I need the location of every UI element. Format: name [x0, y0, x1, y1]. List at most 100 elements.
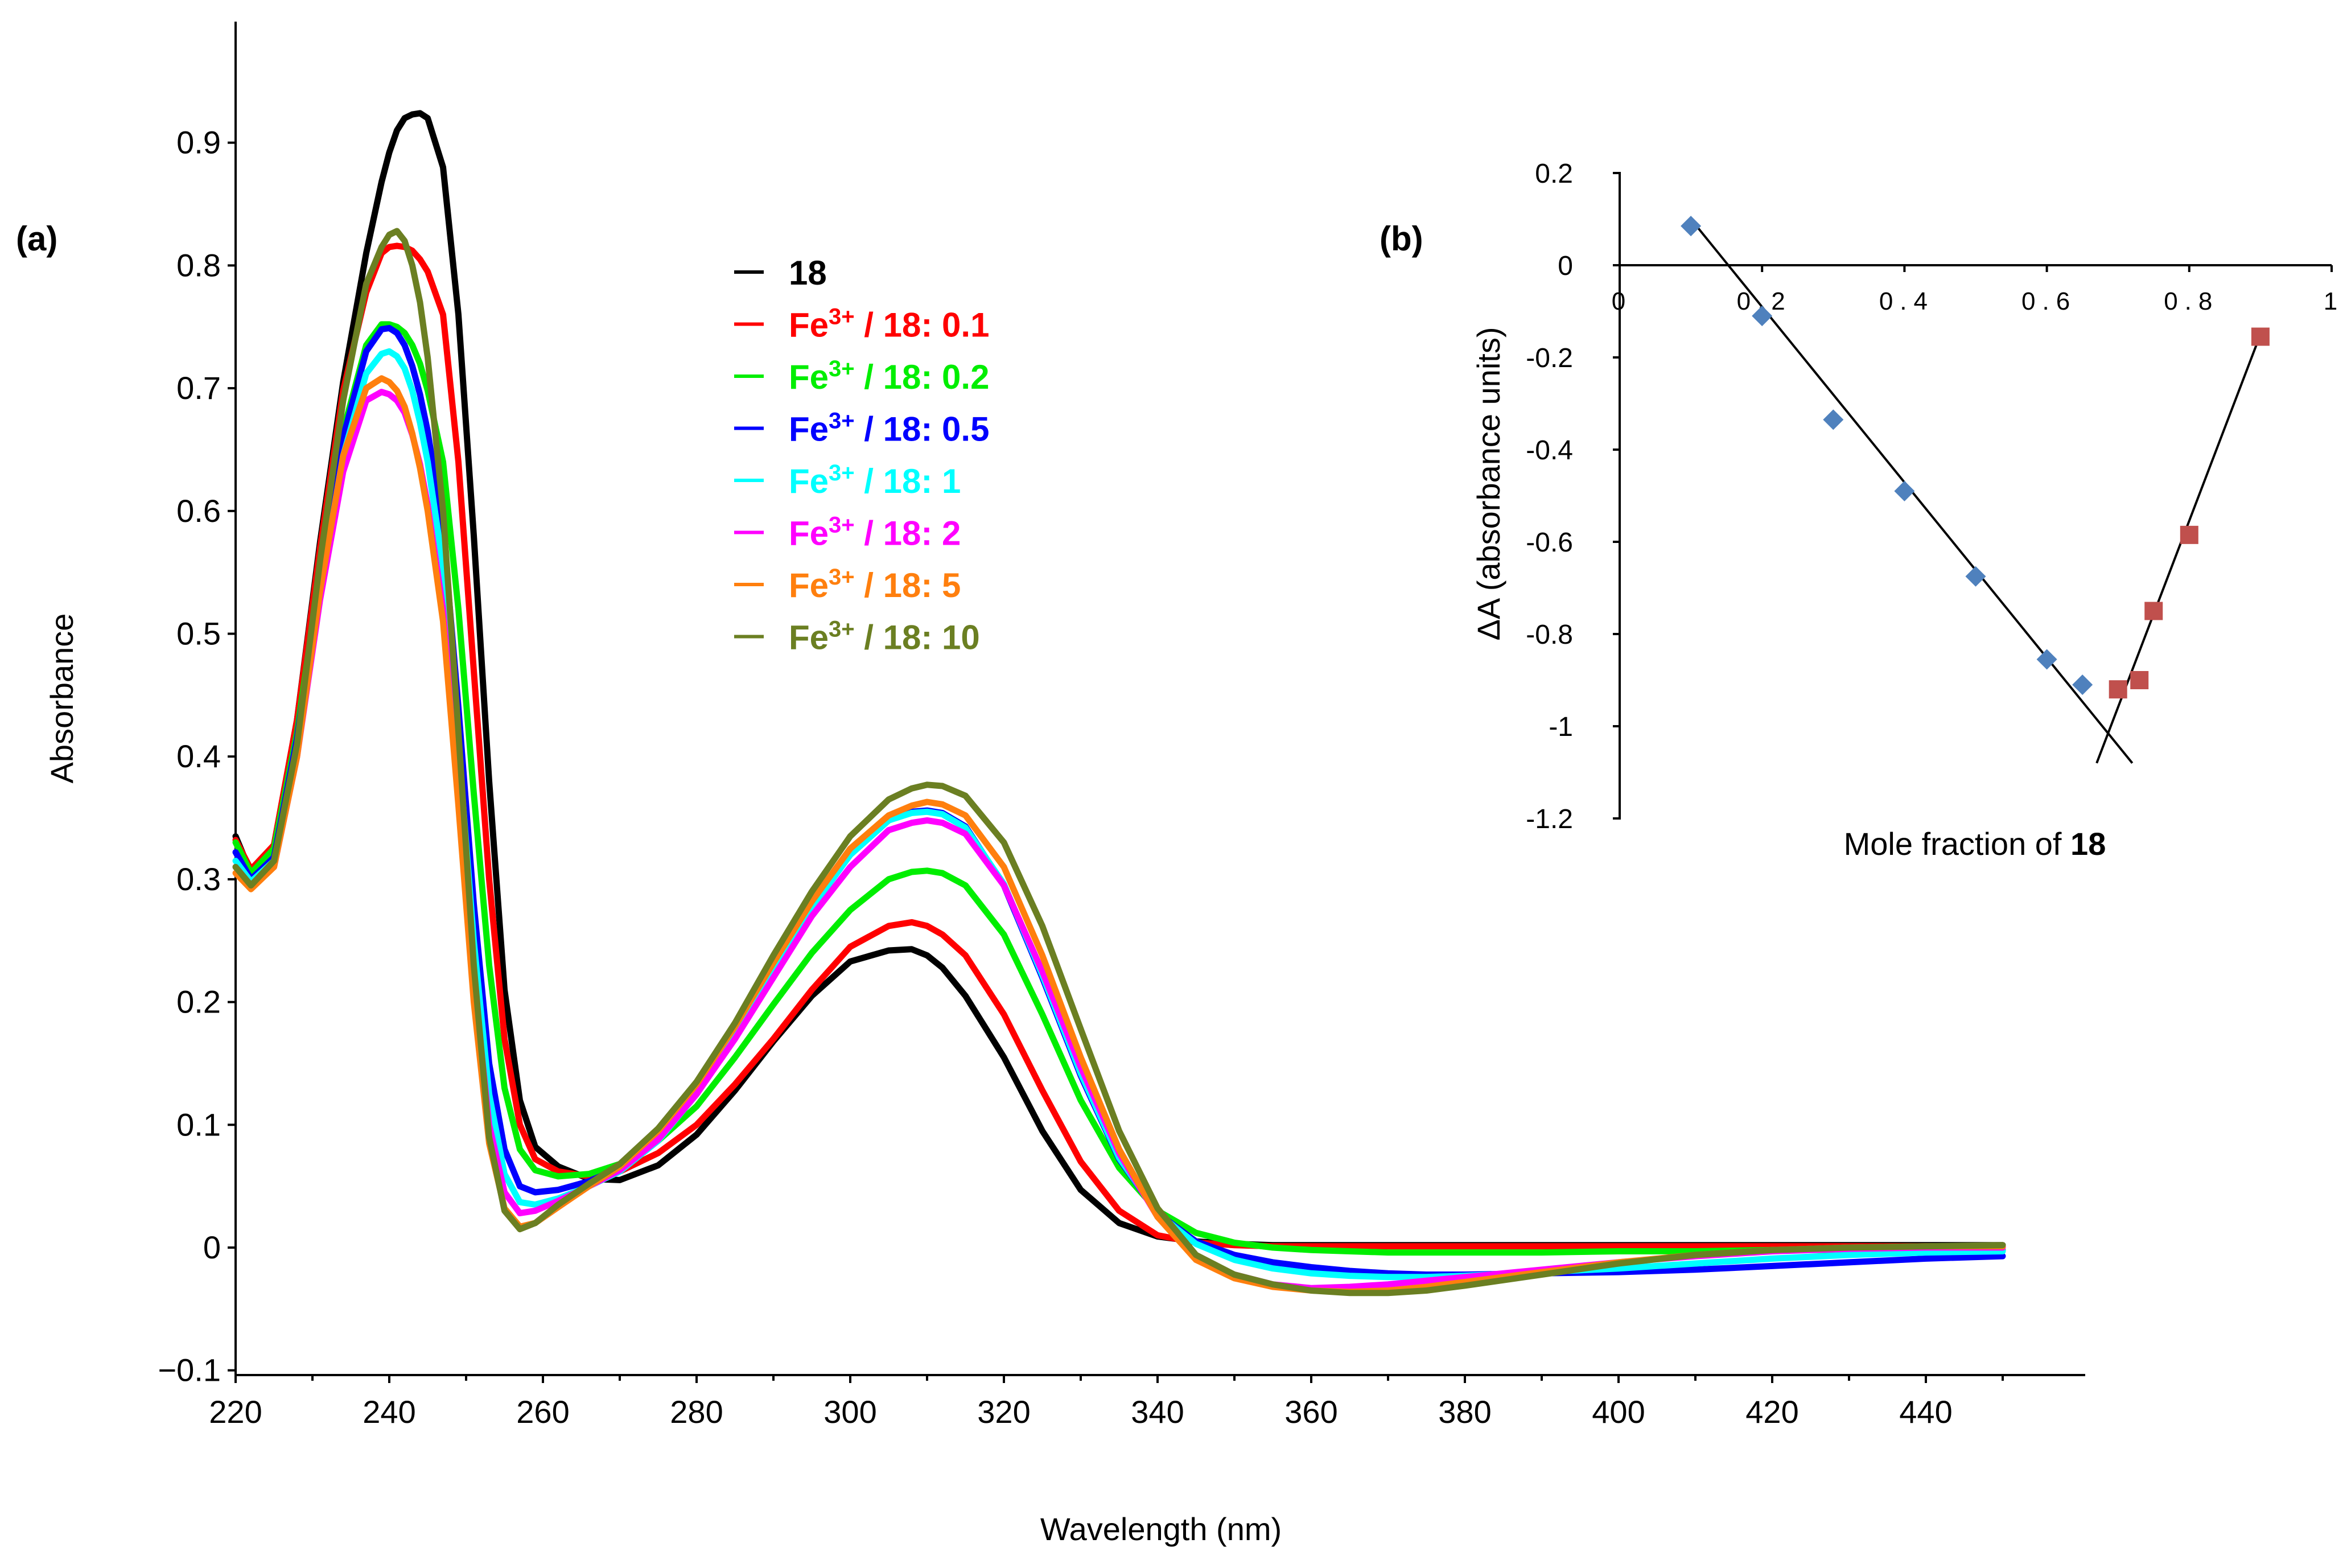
panel-a-x-tick-label: 240: [363, 1394, 415, 1430]
panel-b-diamond-point: [1965, 566, 1986, 587]
panel-a-x-tick-label: 360: [1284, 1394, 1337, 1430]
legend-label-sup: 3+: [829, 617, 855, 642]
panel-b-points: [1681, 216, 2270, 699]
panel-b-x-axis-title-bold: 18: [2070, 826, 2106, 862]
panel-b-x-axis-title: Mole fraction of 18: [1844, 826, 2106, 862]
legend-label-sup: 3+: [829, 460, 855, 485]
panel-b-y-axis-title: ΔA (absorbance units): [1471, 327, 1506, 640]
panel-b-diamond-point: [1823, 409, 1844, 430]
panel-b-square-point: [2144, 602, 2163, 620]
legend-label-sup: 3+: [829, 304, 855, 330]
panel-b-x-tick-label: 0.6: [2021, 287, 2077, 315]
panel-b-y-tick-label: -0.8: [1526, 620, 1573, 650]
legend-label-rest: / 18: 0.5: [855, 410, 990, 448]
panel-b-x-tick-label: 0: [1612, 287, 1632, 315]
legend-label-rest: / 18: 0.1: [855, 306, 990, 344]
legend-label-1: Fe3+ / 18: 0.1: [789, 304, 989, 344]
legend-label-sup: 3+: [829, 356, 855, 381]
legend-label-5: Fe3+ / 18: 2: [789, 513, 961, 553]
panel-b-square-point: [2130, 671, 2149, 689]
panel-a-y-tick-label: 0.5: [176, 616, 221, 652]
legend-label-base: Fe: [789, 515, 829, 553]
panel-a-x-tick-label: 400: [1592, 1394, 1645, 1430]
panel-a-y-tick-label: 0: [203, 1229, 221, 1265]
panel-b-diamond-point: [2036, 649, 2057, 670]
panel-b-y-tick-label: 0.2: [1535, 159, 1573, 189]
panel-a-series-line-2: [232, 321, 2006, 1256]
panel-a-y-tick-label: −0.1: [158, 1352, 221, 1388]
panel-a-x-tick-label: 220: [209, 1394, 262, 1430]
legend-label-6: Fe3+ / 18: 5: [789, 565, 961, 604]
panel-b-x-tick-label: 0.8: [2164, 287, 2219, 315]
panel-a-x-tick-label: 440: [1899, 1394, 1952, 1430]
legend-label-sup: 3+: [829, 409, 855, 434]
panel-b-x-tick-label: 1: [2324, 287, 2344, 315]
panel-a-series-line-4: [232, 348, 2006, 1281]
panel-b-diamond-point: [2072, 674, 2093, 695]
legend-label-sup: 3+: [829, 565, 855, 590]
panel-a-x-tick-label: 340: [1131, 1394, 1184, 1430]
legend-label-base: Fe: [789, 462, 829, 500]
panel-b-square-point: [2109, 680, 2127, 699]
legend-label-sup: 3+: [829, 513, 855, 538]
legend-label-rest: / 18: 10: [855, 619, 980, 657]
panel-a-x-tick-label: 300: [823, 1394, 876, 1430]
panel-a-y-axis-title: Absorbance: [44, 614, 80, 784]
panel-b-x-axis-title-prefix: Mole fraction of: [1844, 826, 2070, 862]
legend-label-7: Fe3+ / 18: 10: [789, 617, 980, 657]
legend-label-rest: / 18: 5: [855, 566, 961, 604]
panel-b-y-ticks: 0.2 0 -0.2 -0.4 -0.6 -0.8 -1 -1.2: [1526, 159, 1620, 834]
panel-a-spectra: (a) −0.1 0 0.1 0.2 0.3 0.4 0.5 0.6 0.7 0.8 0.9 220…: [16, 22, 2085, 1547]
panel-b-y-tick-label: -1.2: [1526, 804, 1573, 834]
legend-label-rest: / 18: 0.2: [855, 358, 990, 396]
panel-a-x-tick-label: 380: [1438, 1394, 1491, 1430]
panel-b-x-ticks: 0 0.2 0.4 0.6 0.8 1: [1612, 265, 2344, 315]
panel-a-y-tick-label: 0.8: [176, 247, 221, 283]
panel-b-y-tick-label: -1: [1549, 712, 1573, 742]
panel-a-y-tick-label: 0.9: [176, 125, 221, 160]
legend-label-base: Fe: [789, 306, 829, 344]
panel-a-y-ticks: −0.1 0 0.1 0.2 0.3 0.4 0.5 0.6 0.7 0.8 0.9: [158, 125, 236, 1388]
legend-label-base: Fe: [789, 619, 829, 657]
panel-a-y-tick-label: 0.1: [176, 1106, 221, 1142]
panel-a-x-axis-title: Wavelength (nm): [1040, 1511, 1282, 1547]
panel-b-square-point: [2180, 525, 2198, 544]
legend-label-base: Fe: [789, 358, 829, 396]
panel-a-y-tick-label: 0.3: [176, 861, 221, 897]
panel-b-y-tick-label: 0: [1558, 251, 1573, 281]
legend-label-0: 18: [789, 254, 827, 292]
panel-b-y-tick-label: -0.6: [1526, 528, 1573, 558]
legend-label-4: Fe3+ / 18: 1: [789, 460, 961, 500]
panel-b-label: (b): [1380, 220, 1423, 258]
panel-a-series-line-1: [232, 242, 2006, 1250]
panel-a-x-tick-label: 320: [977, 1394, 1030, 1430]
panel-a-label: (a): [16, 220, 57, 258]
panel-b-y-tick-label: -0.2: [1526, 343, 1573, 373]
panel-a-series-line-5: [232, 389, 2006, 1291]
legend-label-2: Fe3+ / 18: 0.2: [789, 356, 989, 396]
panel-a-y-tick-label: 0.2: [176, 984, 221, 1020]
panel-b-x-tick-label: 0.4: [1879, 287, 1934, 315]
panel-a-y-tick-label: 0.6: [176, 493, 221, 529]
panel-b-y-tick-label: -0.4: [1526, 435, 1573, 466]
panel-a-x-tick-label: 280: [670, 1394, 723, 1430]
panel-a-x-tick-label: 420: [1745, 1394, 1798, 1430]
panel-a-x-tick-label: 260: [516, 1394, 569, 1430]
panel-b-diamond-point: [1894, 480, 1915, 501]
panel-b-diamond-point: [1681, 216, 1702, 237]
panel-a-y-tick-label: 0.4: [176, 738, 221, 774]
panel-b-square-point: [2251, 327, 2270, 346]
legend-label-rest: / 18: 2: [855, 515, 961, 553]
legend-label-3: Fe3+ / 18: 0.5: [789, 409, 989, 448]
panel-a-y-tick-label: 0.7: [176, 370, 221, 406]
panel-a-series: [232, 110, 2006, 1297]
legend-label-base: Fe: [789, 410, 829, 448]
panel-a-series-line-7: [232, 228, 2006, 1297]
panel-b-diamond-point: [1752, 306, 1773, 327]
panel-a-x-ticks: 220 240 260 280 300 320 340 360 380 400 420 440: [209, 1375, 2004, 1430]
legend-label-base: Fe: [789, 566, 829, 604]
legend-label-rest: / 18: 1: [855, 462, 961, 500]
panel-b-fit-line-1: [2095, 334, 2262, 764]
